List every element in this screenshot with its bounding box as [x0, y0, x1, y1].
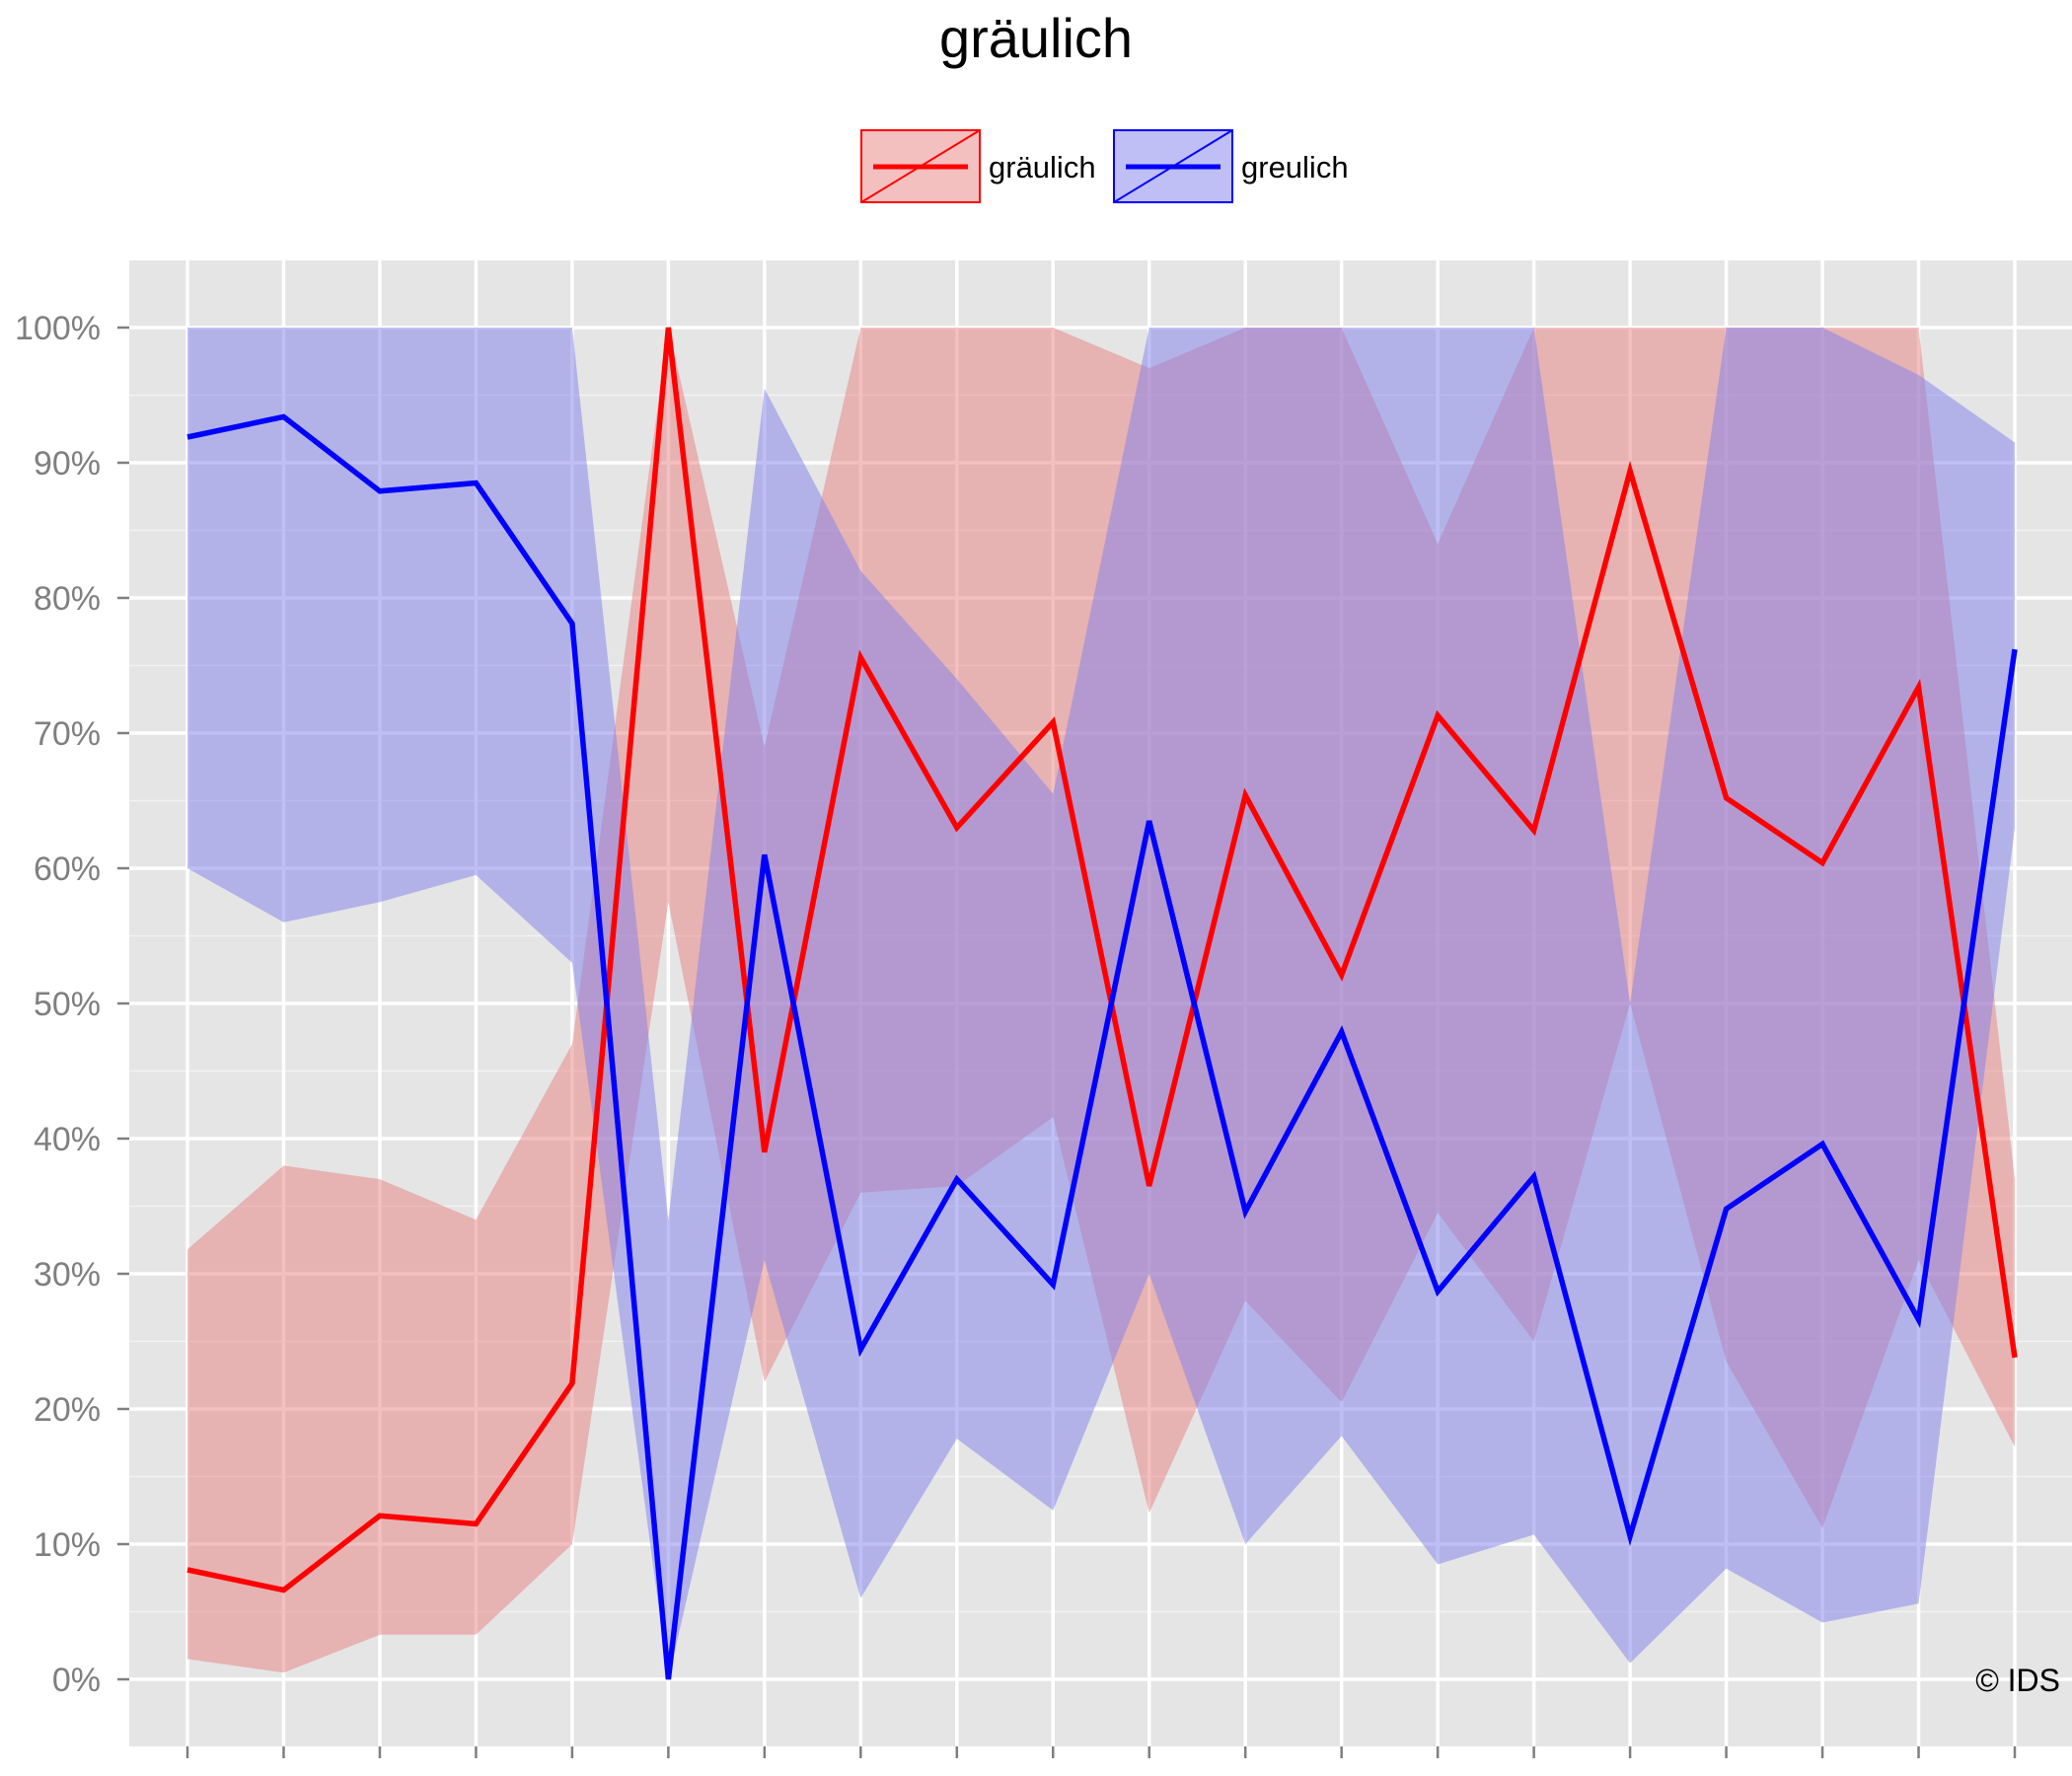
confidence-ribbons	[187, 328, 2015, 1679]
copyright-annotation: © IDS	[1975, 1663, 2060, 1698]
y-tick-label: 100%	[15, 310, 101, 347]
y-tick-label: 50%	[34, 986, 101, 1023]
legend-item-greulich: greulich	[1113, 129, 1349, 203]
y-tick-label: 40%	[34, 1121, 101, 1158]
y-tick-label: 80%	[34, 580, 101, 618]
y-tick-label: 90%	[34, 445, 101, 482]
chart-title: gräulich	[939, 7, 1133, 69]
y-tick-label: 10%	[34, 1526, 101, 1564]
legend-item-graeulich: gräulich	[860, 129, 1096, 203]
y-axis: 0% 10% 20% 30% 40% 50% 60% 70% 80% 90% 100%	[15, 310, 129, 1699]
legend-label-greulich: greulich	[1241, 150, 1349, 185]
line-graeulich	[186, 327, 2018, 1593]
y-tick-label: 60%	[34, 851, 101, 888]
line-greulich	[186, 413, 2018, 1680]
legend: gräulich greulich	[860, 129, 1349, 203]
y-tick-label: 70%	[34, 715, 101, 753]
y-tick-label: 20%	[34, 1391, 101, 1429]
x-axis	[185, 1746, 2017, 1758]
series-lines	[186, 327, 2018, 1680]
ribbon-greulich	[187, 328, 2015, 1679]
legend-label-graeulich: gräulich	[989, 150, 1096, 185]
y-tick-label: 0%	[52, 1662, 101, 1699]
y-tick-label: 30%	[34, 1256, 101, 1294]
